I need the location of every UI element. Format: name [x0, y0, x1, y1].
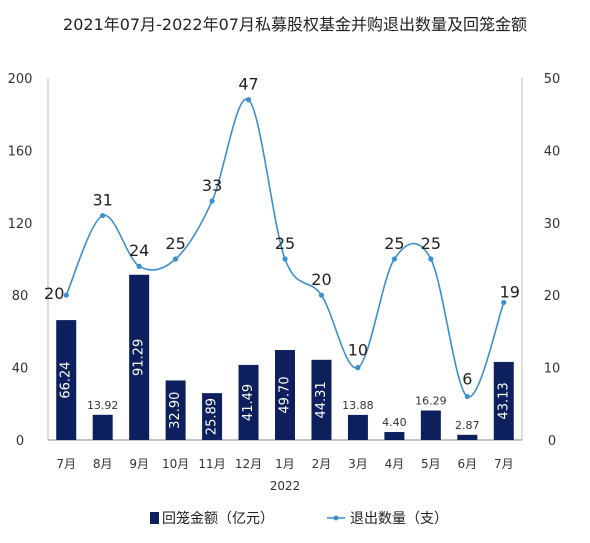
line-value-label: 25: [421, 234, 441, 253]
bar-value-label: 44.31: [314, 381, 329, 418]
right-axis-tick-label: 10: [544, 362, 561, 377]
bar: [129, 274, 150, 440]
line-value-label: 24: [129, 241, 149, 260]
bar-value-label: 49.70: [278, 376, 293, 413]
line-point: [318, 292, 325, 298]
bar-value-label: 91.29: [132, 339, 147, 376]
bar-value-label: 66.24: [59, 361, 74, 398]
line-value-label: 25: [275, 234, 295, 253]
bar-value-label: 2.87: [455, 419, 480, 432]
line-point: [428, 256, 434, 262]
line-point: [209, 198, 215, 204]
x-axis-tick-label: 11月: [198, 457, 225, 471]
bar: [238, 364, 259, 440]
bar-value-label: 43.13: [496, 382, 511, 419]
line-point: [501, 299, 507, 306]
bar: [384, 432, 405, 440]
x-axis-tick-label: 2月: [312, 457, 332, 471]
bar: [457, 434, 478, 440]
line-point: [245, 97, 252, 103]
left-axis-tick-label: 80: [12, 289, 29, 304]
line-value-label: 10: [348, 341, 368, 360]
x-axis-year-label: 2022: [270, 479, 301, 493]
legend-line-label: 退出数量（支）: [350, 511, 448, 527]
left-axis-tick-label: 200: [8, 72, 33, 87]
x-axis-tick-label: 7月: [494, 457, 514, 471]
line-value-label: 20: [44, 284, 64, 303]
x-axis-tick-label: 10月: [162, 457, 189, 471]
line-value-label: 47: [238, 75, 258, 94]
bar: [347, 414, 368, 440]
legend-bar-label: 回笼金额（亿元）: [162, 510, 274, 527]
line-point: [173, 256, 179, 262]
legend: 回笼金额（亿元） 退出数量（支）: [150, 510, 448, 527]
right-axis-tick-label: 40: [544, 144, 561, 159]
line-value-label: 19: [500, 282, 520, 301]
bar-value-label: 41.49: [241, 384, 256, 421]
left-axis-tick-label: 40: [12, 362, 29, 377]
right-axis-tick-label: 20: [544, 289, 561, 304]
line-value-label: 25: [384, 234, 404, 253]
line-point: [391, 256, 397, 262]
bar-value-label: 4.40: [382, 416, 407, 429]
bar-value-label: 25.89: [205, 398, 220, 435]
bar: [493, 361, 514, 440]
line-point: [136, 263, 142, 269]
legend-line-marker: [333, 515, 339, 521]
line-value-label: 6: [462, 370, 472, 389]
bar: [202, 393, 223, 440]
line-point: [355, 365, 361, 371]
bar-value-label: 13.92: [87, 399, 119, 412]
left-axis-tick-label: 120: [8, 217, 33, 232]
line-value-label: 20: [311, 270, 331, 289]
x-axis-tick-label: 3月: [348, 457, 368, 471]
x-axis-tick-label: 7月: [56, 457, 76, 471]
line-point: [100, 212, 106, 219]
x-axis-tick-label: 9月: [129, 457, 149, 471]
line-value-label: 31: [93, 191, 113, 210]
line-point: [63, 292, 69, 298]
x-axis-tick-label: 5月: [421, 457, 441, 471]
bar: [420, 410, 441, 440]
right-axis-tick-label: 0: [548, 434, 556, 449]
line-value-label: 33: [202, 176, 222, 195]
x-axis-tick-label: 4月: [385, 457, 405, 471]
x-axis-tick-label: 6月: [457, 457, 477, 471]
line-value-label: 25: [165, 234, 185, 253]
x-axis-tick-label: 8月: [93, 457, 113, 471]
bar: [165, 380, 186, 440]
line-point: [464, 393, 470, 400]
chart-title: 2021年07月-2022年07月私募股权基金并购退出数量及回笼金额: [63, 15, 527, 34]
right-axis-tick-label: 50: [544, 72, 561, 87]
left-axis-tick-label: 160: [8, 144, 33, 159]
x-axis-tick-label: 12月: [235, 457, 262, 471]
x-axis-tick-label: 1月: [275, 457, 295, 471]
bar-value-label: 13.88: [342, 399, 374, 412]
bar-value-label: 16.29: [415, 395, 447, 408]
line-point: [282, 256, 288, 262]
bar: [56, 320, 77, 440]
right-axis-tick-label: 30: [544, 217, 561, 232]
bar-value-label: 32.90: [168, 392, 183, 429]
bar: [275, 350, 295, 440]
legend-bar-swatch: [150, 512, 159, 524]
bar: [311, 359, 332, 440]
left-axis-tick-label: 0: [16, 434, 24, 449]
bar: [92, 414, 113, 440]
